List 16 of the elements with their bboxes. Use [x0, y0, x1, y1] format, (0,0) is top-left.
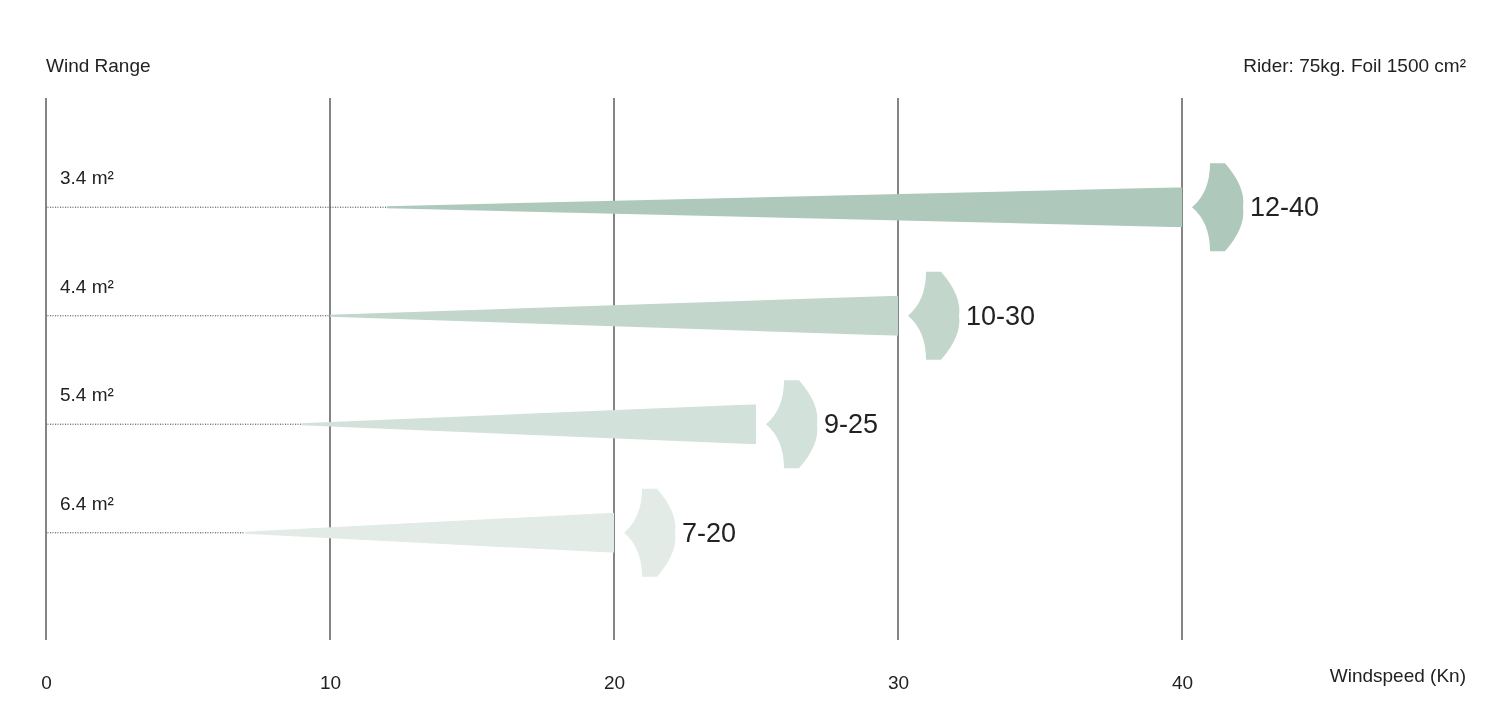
- text: Windspeed (Kn): [1329, 665, 1466, 686]
- y-tick-label: 5.4 m²: [60, 384, 114, 406]
- x-tick-label: 0: [41, 671, 52, 693]
- y-tick-label: 4.4 m²: [60, 275, 114, 297]
- chart-title: Wind Range: [46, 55, 151, 76]
- x-tick-label: 40: [1171, 671, 1194, 693]
- x-tick-label: 20: [603, 671, 626, 693]
- data-label: 7-20: [682, 517, 737, 548]
- data-label: 12-40: [1250, 192, 1320, 223]
- x-tick-label: 30: [887, 671, 910, 693]
- y-tick-label: 3.4 m²: [60, 167, 114, 189]
- data-label: 10-30: [966, 300, 1036, 331]
- data-label: 9-25: [824, 409, 879, 440]
- text: Rider: 75kg. Foil 1500 cm²: [1243, 55, 1466, 76]
- y-tick-label: 6.4 m²: [60, 492, 114, 514]
- x-tick-label: 10: [319, 671, 342, 693]
